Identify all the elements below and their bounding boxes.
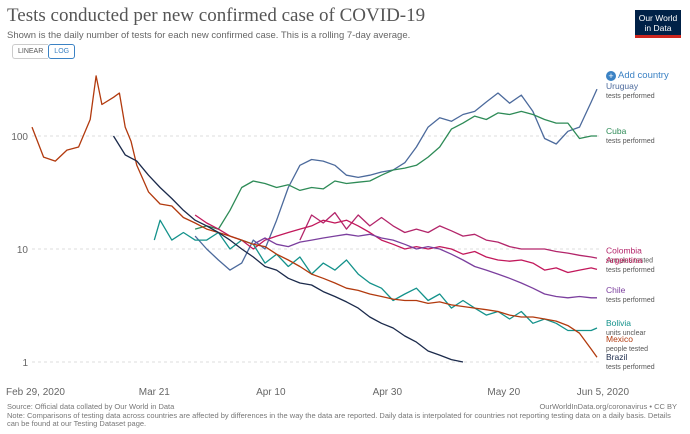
series-label-brazil: Brazil <box>606 352 627 362</box>
x-tick-label: Feb 29, 2020 <box>6 387 65 398</box>
series-sublabel-uruguay: tests performed <box>606 93 655 100</box>
scale-toggle: LINEAR LOG <box>12 44 76 59</box>
owid-logo[interactable]: Our World in Data <box>635 10 681 38</box>
series-sublabel-argentina: tests performed <box>606 267 655 274</box>
linear-scale-button[interactable]: LINEAR <box>12 44 49 59</box>
testing-note-line-2: can be found at our Testing Dataset page… <box>7 419 147 428</box>
series-label-uruguay: Uruguay <box>606 81 639 91</box>
x-tick-label: Jun 5, 2020 <box>577 387 630 398</box>
y-tick-label: 10 <box>17 245 29 256</box>
series-label-chile: Chile <box>606 285 626 295</box>
log-scale-button[interactable]: LOG <box>48 44 76 59</box>
plus-icon: + <box>606 71 616 81</box>
series-label-argentina: Argentina <box>606 255 643 265</box>
series-label-bolivia: Bolivia <box>606 318 631 328</box>
series-line-brazil <box>112 135 464 363</box>
logo-accent-bar <box>635 35 681 38</box>
series-sublabel-bolivia: units unclear <box>606 330 646 337</box>
x-tick-label: Apr 30 <box>373 387 403 398</box>
series-sublabel-chile: tests performed <box>606 297 655 304</box>
x-tick-label: Mar 21 <box>139 387 171 398</box>
add-country-label: Add country <box>618 70 669 81</box>
series-line-cuba <box>194 110 597 230</box>
series-sublabel-colombia: samples tested <box>606 257 653 264</box>
series-line-argentina <box>194 214 598 274</box>
x-tick-label: Apr 10 <box>256 387 286 398</box>
series-sublabel-cuba: tests performed <box>606 138 655 145</box>
y-tick-label: 100 <box>11 132 28 143</box>
series-line-chile <box>252 233 597 299</box>
chart-title: Tests conducted per new confirmed case o… <box>7 5 426 26</box>
series-sublabel-mexico: people tested <box>606 346 648 353</box>
series-sublabel-brazil: tests performed <box>606 364 655 371</box>
logo-line-2: in Data <box>644 23 672 33</box>
x-tick-label: May 20 <box>487 387 520 398</box>
series-line-mexico <box>31 75 598 358</box>
series-line-colombia <box>299 211 598 259</box>
series-label-cuba: Cuba <box>606 126 627 136</box>
series-label-mexico: Mexico <box>606 334 633 344</box>
add-country-button[interactable]: + Add country <box>606 70 669 81</box>
series-label-colombia: Colombia <box>606 245 642 255</box>
source-url-link[interactable]: OurWorldInData.org/coronavirus • CC BY <box>539 402 677 411</box>
chart-subtitle: Shown is the daily number of tests for e… <box>7 30 411 41</box>
footer: Source: Official data collated by Our Wo… <box>7 402 677 429</box>
logo-line-1: Our World <box>638 13 678 23</box>
testing-note-line-1: Note: Comparisons of testing data across… <box>7 410 671 420</box>
source-note: Source: Official data collated by Our Wo… <box>7 402 175 411</box>
y-tick-label: 1 <box>22 358 28 369</box>
